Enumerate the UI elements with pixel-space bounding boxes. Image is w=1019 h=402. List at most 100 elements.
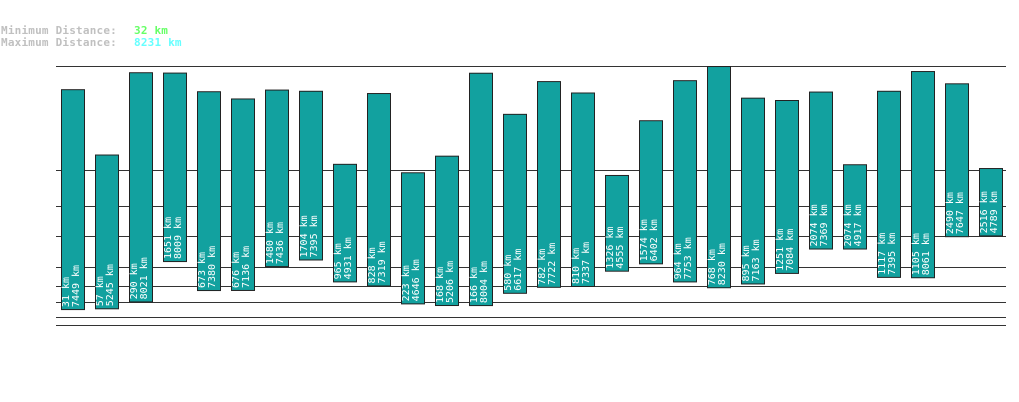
bar-rect: [707, 66, 731, 289]
range-bar-4: 1651 km 8009 km: [163, 72, 187, 263]
bar-high-label: 7084 km: [785, 229, 796, 271]
bar-rect: [61, 89, 85, 311]
bar-rect: [673, 80, 697, 283]
range-bar-11: 223 km 4646 km: [401, 172, 425, 305]
bar-rect: [163, 72, 187, 263]
bar-high-label: 4646 km: [411, 259, 422, 301]
bar-rect: [639, 120, 663, 265]
bar-low-label: 828 km: [367, 247, 378, 283]
range-bar-9: 965 km 4931 km: [333, 163, 357, 283]
bar-rect: [945, 83, 969, 238]
bar-low-label: 2516 km: [979, 191, 990, 233]
bar-high-label: 8021 km: [139, 257, 150, 299]
bar-low-label: 1105 km: [911, 233, 922, 275]
bar-rect: [265, 89, 289, 268]
range-bar-5: 673 km 7380 km: [197, 91, 221, 292]
bar-high-label: 4917 km: [853, 204, 864, 246]
distance-stats: Minimum Distance: 32 km Maximum Distance:…: [1, 25, 182, 49]
bar-high-label: 7395 km: [309, 215, 320, 257]
bar-high-label: 8004 km: [479, 261, 490, 303]
bar-rect: [129, 72, 153, 303]
bar-high-label: 7319 km: [377, 241, 388, 283]
range-bar-10: 828 km 7319 km: [367, 93, 391, 287]
bar-high-label: 7337 km: [581, 242, 592, 284]
bar-high-label: 7647 km: [955, 192, 966, 234]
bar-rect: [843, 164, 867, 250]
bar-low-label: 1251 km: [775, 229, 786, 271]
bar-low-label: 2074 km: [843, 204, 854, 246]
bar-high-label: 8009 km: [173, 217, 184, 259]
range-bar-2: 57 km 5245 km: [95, 154, 119, 310]
bar-rect: [571, 92, 595, 287]
range-bar-23: 2074 km 7369 km: [809, 91, 833, 250]
min-distance-value: 32 km: [134, 24, 169, 37]
bar-low-label: 2490 km: [945, 192, 956, 234]
range-bar-25: 1117 km 7395 km: [877, 90, 901, 278]
bar-high-label: 4555 km: [615, 227, 626, 269]
bar-low-label: 168 km: [435, 267, 446, 303]
bar-rect: [469, 72, 493, 307]
range-bar-26: 1105 km 8061 km: [911, 71, 935, 279]
bar-rect: [333, 163, 357, 283]
bar-low-label: 1326 km: [605, 227, 616, 269]
bar-rect: [537, 81, 561, 288]
bar-rect: [197, 91, 221, 292]
range-bar-17: 1326 km 4555 km: [605, 174, 629, 272]
range-bar-12: 168 km 5206 km: [435, 155, 459, 307]
bar-high-label: 4789 km: [989, 191, 1000, 233]
range-bar-13: 166 km 8004 km: [469, 72, 493, 307]
bar-high-label: 7722 km: [547, 243, 558, 285]
bar-rect: [503, 113, 527, 294]
bar-high-label: 5245 km: [105, 264, 116, 306]
range-bar-7: 1480 km 7436 km: [265, 89, 289, 268]
bar-high-label: 6402 km: [649, 219, 660, 261]
bar-low-label: 1704 km: [299, 215, 310, 257]
bar-high-label: 8061 km: [921, 233, 932, 275]
range-bar-15: 782 km 7722 km: [537, 81, 561, 288]
bar-low-label: 810 km: [571, 248, 582, 284]
bar-rect: [775, 100, 799, 274]
bar-high-label: 7436 km: [275, 222, 286, 264]
bar-low-label: 223 km: [401, 265, 412, 301]
bar-low-label: 1651 km: [163, 217, 174, 259]
range-bar-21: 895 km 7163 km: [741, 97, 765, 285]
bar-low-label: 895 km: [741, 245, 752, 281]
bar-rect: [299, 90, 323, 261]
bar-low-label: 31 km: [61, 277, 72, 307]
bar-low-label: 580 km: [503, 255, 514, 291]
bar-high-label: 7380 km: [207, 246, 218, 288]
bar-low-label: 676 km: [231, 252, 242, 288]
range-bar-22: 1251 km 7084 km: [775, 100, 799, 274]
bar-low-label: 768 km: [707, 249, 718, 285]
bar-high-label: 4931 km: [343, 237, 354, 279]
bar-low-label: 1117 km: [877, 233, 888, 275]
range-bar-19: 964 km 7753 km: [673, 80, 697, 283]
bar-high-label: 5206 km: [445, 261, 456, 303]
range-bar-18: 1574 km 6402 km: [639, 120, 663, 265]
range-bar-3: 290 km 8021 km: [129, 72, 153, 303]
range-bar-8: 1704 km 7395 km: [299, 90, 323, 261]
bar-rect: [605, 174, 629, 272]
bar-low-label: 673 km: [197, 252, 208, 288]
bar-rect: [367, 93, 391, 287]
max-distance-label: Maximum Distance:: [1, 36, 117, 49]
bar-high-label: 7753 km: [683, 237, 694, 279]
bar-high-label: 7136 km: [241, 246, 252, 288]
bar-rect: [979, 168, 1003, 237]
range-bar-28: 2516 km 4789 km: [979, 168, 1003, 237]
range-bar-16: 810 km 7337 km: [571, 92, 595, 287]
bar-low-label: 1480 km: [265, 222, 276, 264]
range-bar-24: 2074 km 4917 km: [843, 164, 867, 250]
bar-low-label: 1574 km: [639, 219, 650, 261]
bar-high-label: 7395 km: [887, 233, 898, 275]
min-distance-label: Minimum Distance:: [1, 24, 117, 37]
max-distance-row: Maximum Distance: 8231 km: [1, 37, 182, 49]
max-distance-value: 8231 km: [134, 36, 182, 49]
bar-rect: [401, 172, 425, 305]
bar-rect: [435, 155, 459, 307]
bar-low-label: 782 km: [537, 249, 548, 285]
bar-rect: [95, 154, 119, 310]
bar-high-label: 7449 km: [71, 265, 82, 307]
bar-low-label: 166 km: [469, 267, 480, 303]
range-bar-1: 31 km 7449 km: [61, 89, 85, 311]
